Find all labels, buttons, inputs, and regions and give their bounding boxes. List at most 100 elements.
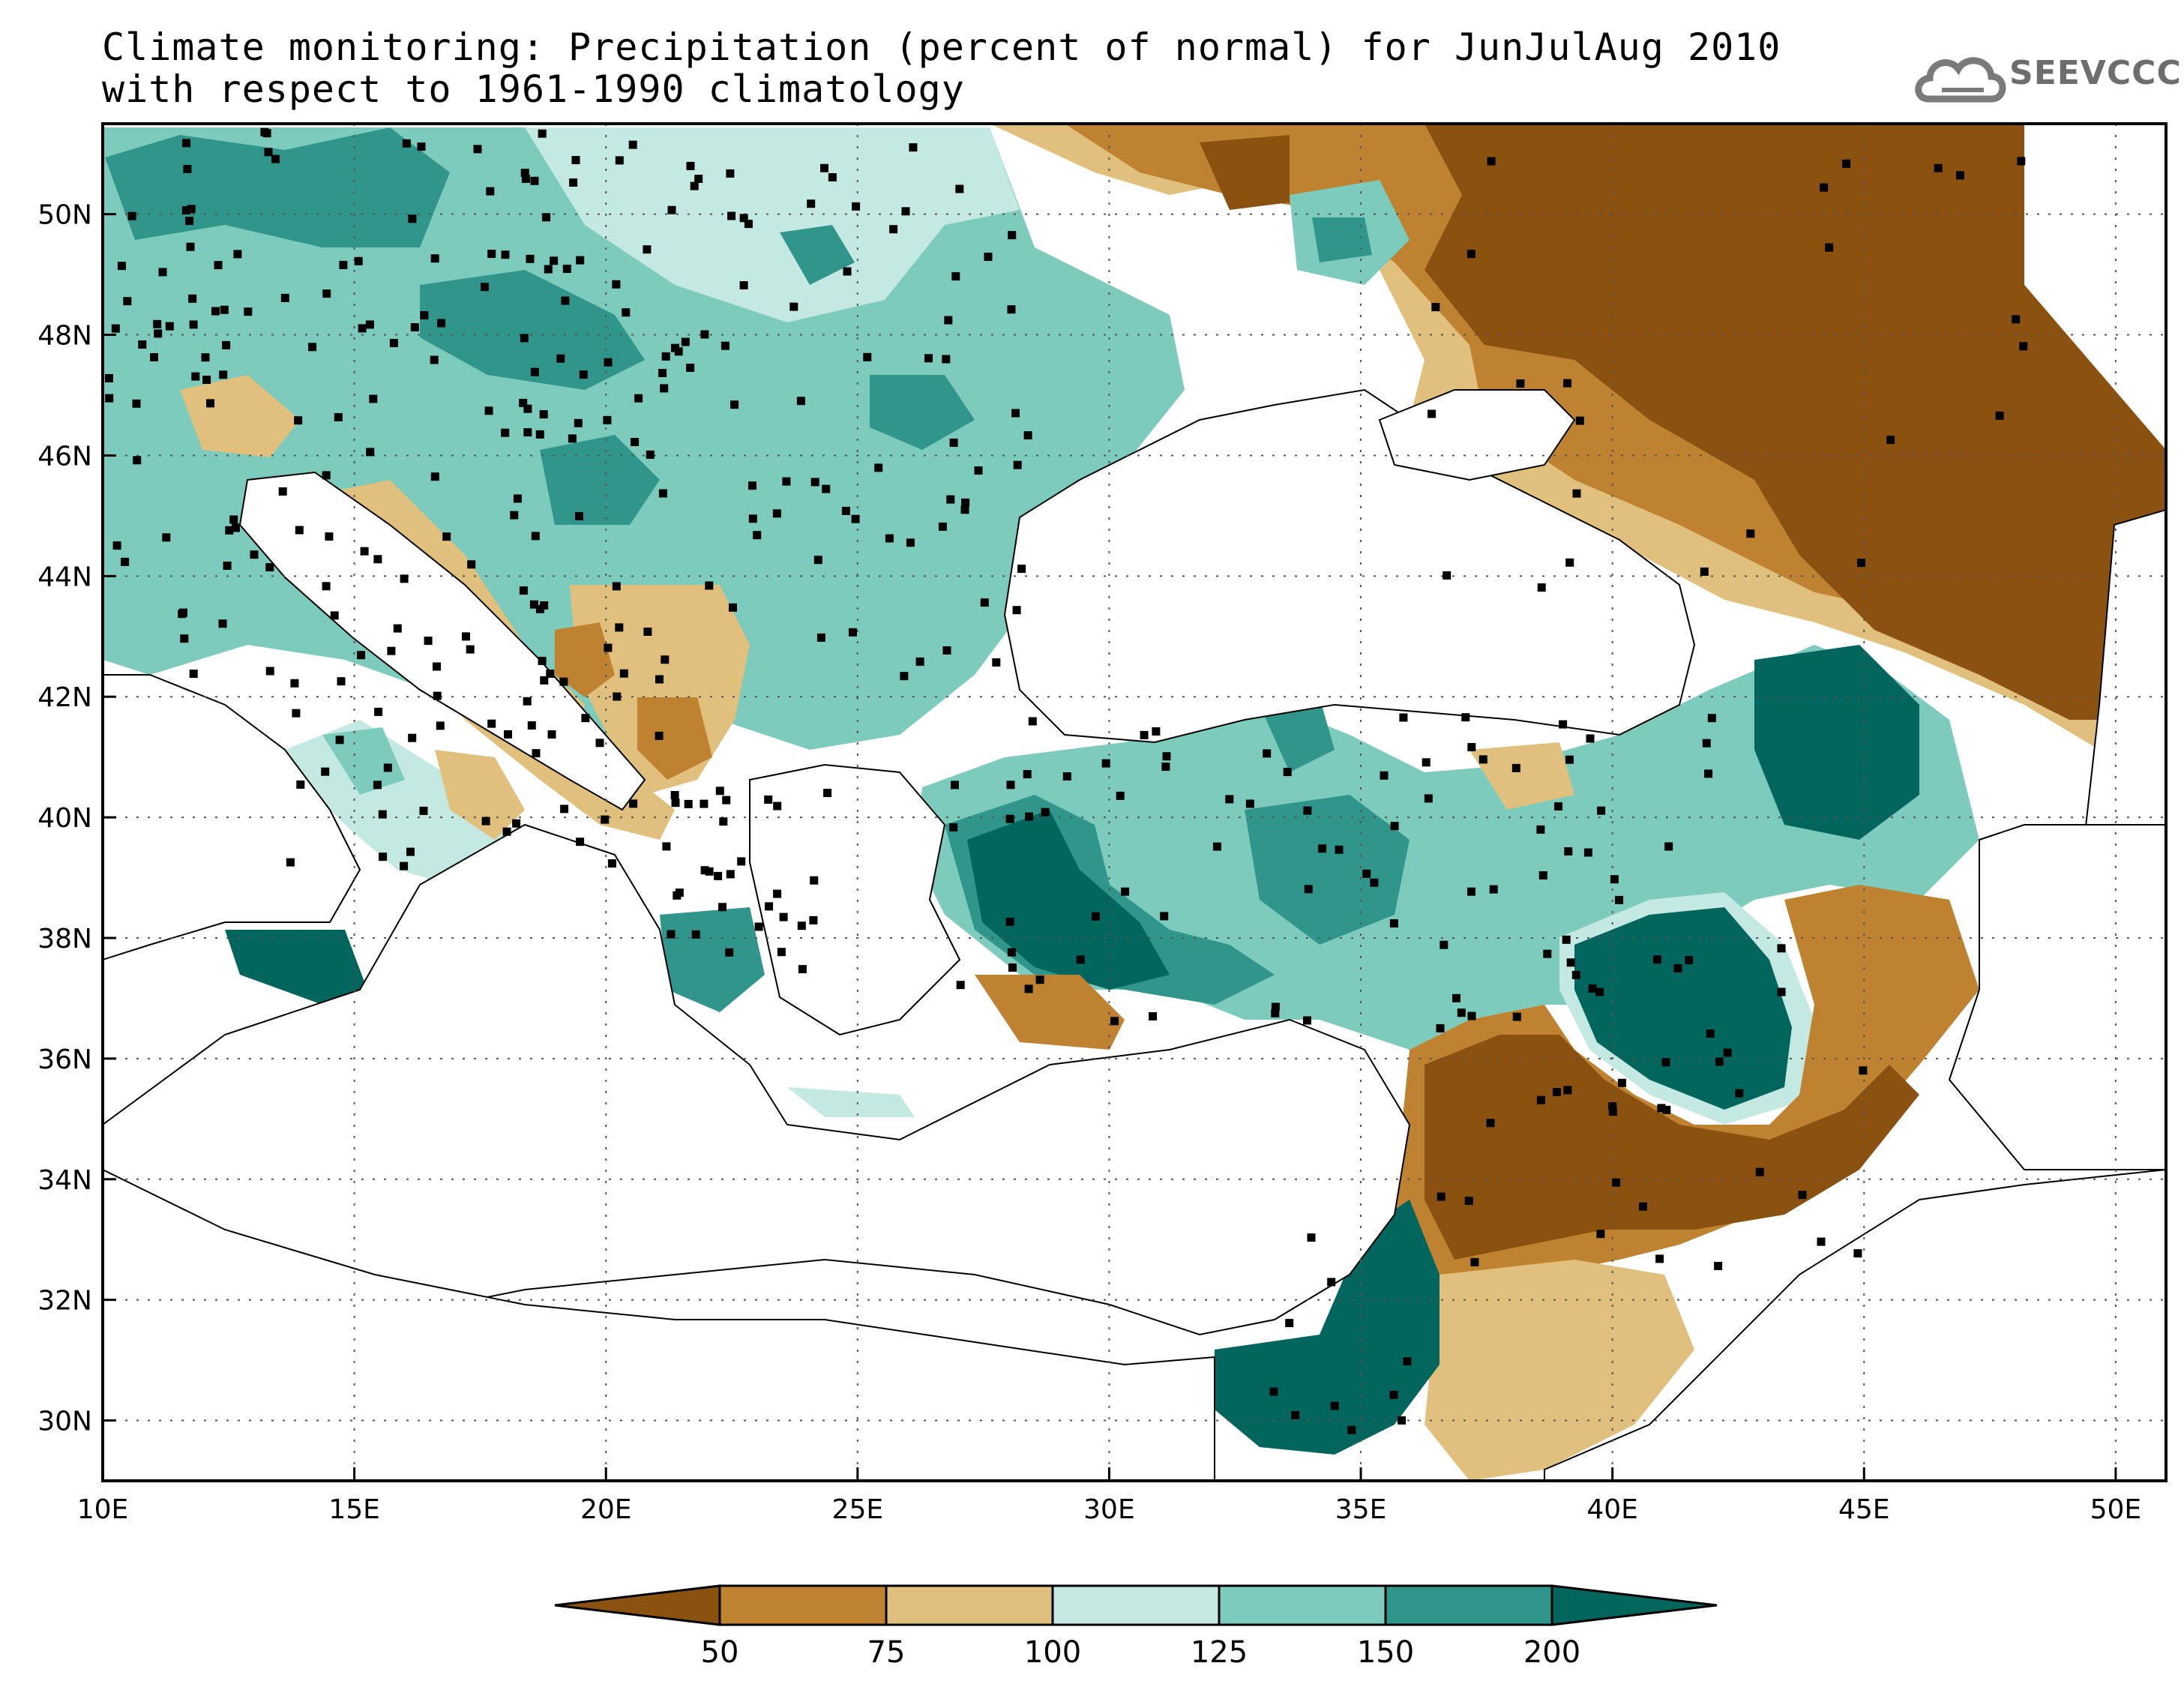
station-marker <box>1565 755 1574 764</box>
station-marker <box>1212 842 1221 851</box>
station-marker <box>189 320 198 329</box>
station-marker <box>526 254 535 263</box>
station-marker <box>271 154 280 163</box>
station-marker <box>809 915 818 924</box>
station-marker <box>105 394 114 403</box>
station-marker <box>1467 887 1475 896</box>
region-south-italy-wet <box>322 727 405 795</box>
station-marker <box>1116 791 1125 800</box>
station-marker <box>1489 885 1498 894</box>
station-marker <box>512 819 521 828</box>
station-marker <box>1559 720 1568 729</box>
station-marker <box>1263 749 1272 758</box>
station-marker <box>1478 755 1487 764</box>
station-marker <box>1655 1254 1664 1263</box>
station-marker <box>1842 159 1851 168</box>
station-marker <box>719 817 728 826</box>
station-marker <box>121 557 130 566</box>
station-marker <box>231 523 240 532</box>
station-marker <box>1825 243 1834 252</box>
station-marker <box>335 736 344 745</box>
station-marker <box>1516 379 1525 388</box>
station-marker <box>1995 411 2004 420</box>
station-marker <box>1512 1012 1521 1021</box>
station-marker <box>1685 956 1694 965</box>
region-crete <box>787 1087 915 1117</box>
region-turkey-extreme <box>967 810 1170 990</box>
y-tick-label: 50N <box>37 200 92 231</box>
station-marker <box>613 692 622 701</box>
legend-swatch <box>1384 1584 1553 1626</box>
station-marker <box>523 428 532 437</box>
station-marker <box>561 296 570 305</box>
station-marker <box>473 145 482 154</box>
station-marker <box>900 672 909 681</box>
region-very-wet-5 <box>870 375 975 450</box>
station-marker <box>1461 713 1470 722</box>
station-marker <box>851 514 860 523</box>
station-marker <box>117 262 126 271</box>
y-tick-label: 36N <box>37 1044 92 1075</box>
station-marker <box>619 669 628 678</box>
station-marker <box>1543 949 1552 958</box>
station-marker <box>1597 806 1606 815</box>
station-marker <box>132 399 141 408</box>
station-marker <box>153 319 162 328</box>
station-marker <box>540 676 549 685</box>
station-marker <box>1552 1088 1561 1096</box>
region-very-wet-2 <box>420 270 645 390</box>
station-marker <box>714 871 723 880</box>
station-marker <box>1370 878 1379 887</box>
x-tick-label: 20E <box>580 1494 632 1525</box>
station-marker <box>889 225 898 234</box>
station-marker <box>681 337 690 346</box>
station-marker <box>1565 558 1574 567</box>
gridlines <box>103 124 2166 1481</box>
station-marker <box>686 161 695 170</box>
adriatic-sea <box>238 471 646 811</box>
station-marker <box>901 207 910 216</box>
station-marker <box>462 632 470 641</box>
figure-subtitle: with respect to 1961-1990 climatology <box>102 67 965 111</box>
station-marker <box>820 163 828 172</box>
station-marker <box>1245 799 1254 808</box>
station-marker <box>182 139 191 148</box>
figure-title: Climate monitoring: Precipitation (perce… <box>102 25 1781 69</box>
station-marker <box>542 213 551 222</box>
north-africa <box>103 1168 1215 1481</box>
y-tick-label: 40N <box>37 803 92 834</box>
station-marker <box>339 260 348 269</box>
station-marker <box>294 416 303 425</box>
station-marker <box>670 791 679 799</box>
station-marker <box>178 610 187 619</box>
station-marker <box>773 889 782 898</box>
y-tick-label: 34N <box>37 1165 92 1196</box>
station-marker <box>797 921 806 930</box>
region-very-wet-4 <box>780 225 855 285</box>
station-marker <box>1714 1262 1723 1270</box>
station-marker <box>1389 919 1398 927</box>
station-marker <box>725 948 734 957</box>
station-marker <box>581 714 590 723</box>
station-marker <box>658 369 667 377</box>
station-marker <box>223 562 232 570</box>
station-marker <box>700 866 709 875</box>
station-marker <box>1596 1230 1605 1239</box>
region-jordan-dry <box>1425 1260 1694 1481</box>
station-marker <box>1537 583 1546 592</box>
station-marker <box>843 267 852 276</box>
station-marker <box>520 334 529 343</box>
station-marker <box>612 582 621 591</box>
station-marker <box>604 358 613 367</box>
station-marker <box>189 670 198 679</box>
station-marker <box>1715 1057 1724 1066</box>
station-marker <box>1362 869 1371 878</box>
station-marker <box>980 598 989 607</box>
station-marker <box>1269 1387 1278 1396</box>
station-marker <box>1307 1233 1316 1242</box>
station-marker <box>615 156 624 165</box>
legend-swatch <box>885 1584 1054 1626</box>
station-marker <box>219 370 228 379</box>
station-marker <box>214 261 223 270</box>
station-marker <box>1285 1319 1294 1328</box>
